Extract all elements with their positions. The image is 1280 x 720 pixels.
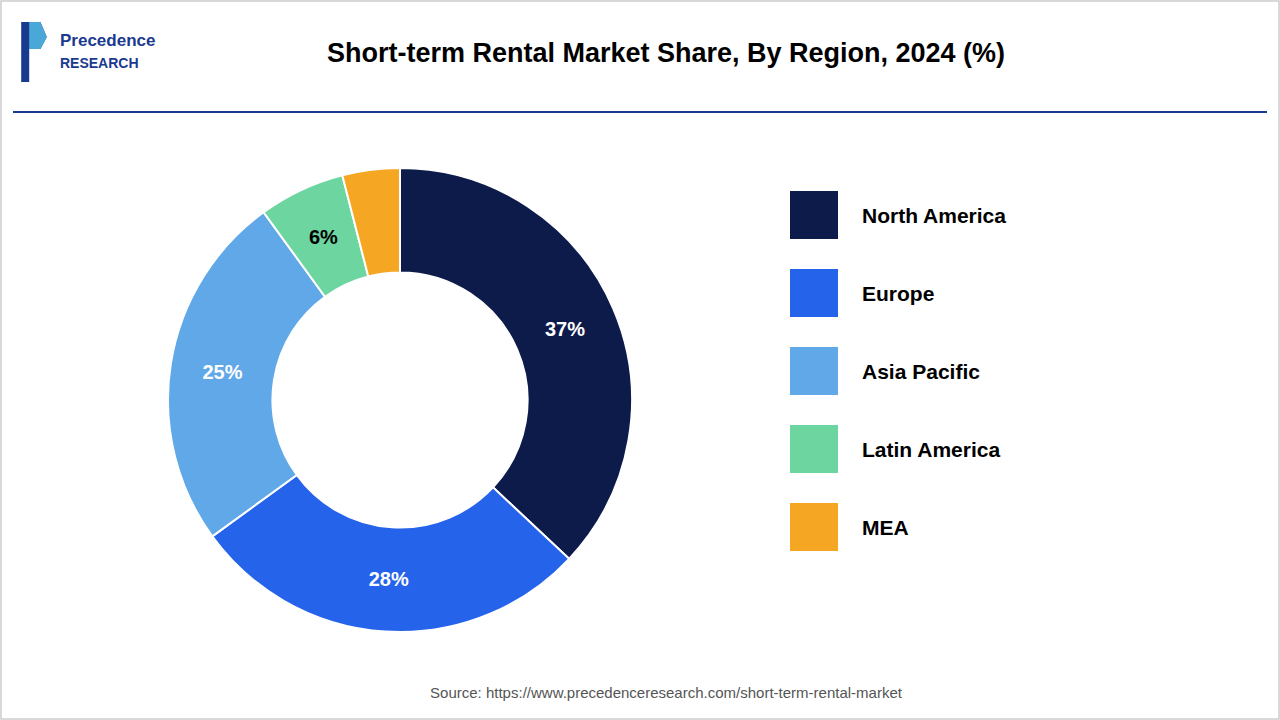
chart-svg: Precedence RESEARCH Short-term Rental Mark…	[0, 0, 1280, 720]
chart-title: Short-term Rental Market Share, By Regio…	[327, 38, 1005, 68]
legend-item: MEA	[790, 503, 909, 551]
legend-item: Asia Pacific	[790, 347, 980, 395]
legend-swatch	[790, 503, 838, 551]
legend-label: Asia Pacific	[862, 360, 980, 383]
legend-swatch	[790, 269, 838, 317]
source-text: Source: https://www.precedenceresearch.c…	[430, 684, 903, 701]
donut-slice	[400, 168, 632, 559]
legend-label: Europe	[862, 282, 934, 305]
legend-item: Latin America	[790, 425, 1000, 473]
legend-label: Latin America	[862, 438, 1000, 461]
donut-slices	[168, 168, 632, 632]
data-label: 28%	[369, 568, 409, 590]
logo-text: RESEARCH	[60, 55, 139, 71]
donut-slice	[342, 168, 400, 276]
legend-item: Europe	[790, 269, 934, 317]
data-label: 6%	[309, 226, 338, 248]
logo-icon-accent	[29, 22, 47, 49]
legend-item: North America	[790, 191, 1006, 239]
data-labels: 37% 28% 25% 6%	[202, 226, 585, 590]
page-border	[1, 1, 1279, 719]
logo-icon	[21, 22, 47, 82]
donut: 37% 28% 25% 6%	[168, 168, 632, 632]
header-separator	[13, 111, 1267, 113]
logo-text: Precedence	[60, 31, 155, 50]
logo: Precedence RESEARCH	[21, 22, 155, 82]
legend-swatch	[790, 191, 838, 239]
legend-label: North America	[862, 204, 1006, 227]
legend-swatch	[790, 347, 838, 395]
data-label: 37%	[545, 318, 585, 340]
legend-label: MEA	[862, 516, 909, 539]
legend: North America Europe Asia Pacific Latin Ame…	[790, 191, 1006, 551]
data-label: 25%	[202, 361, 242, 383]
legend-swatch	[790, 425, 838, 473]
